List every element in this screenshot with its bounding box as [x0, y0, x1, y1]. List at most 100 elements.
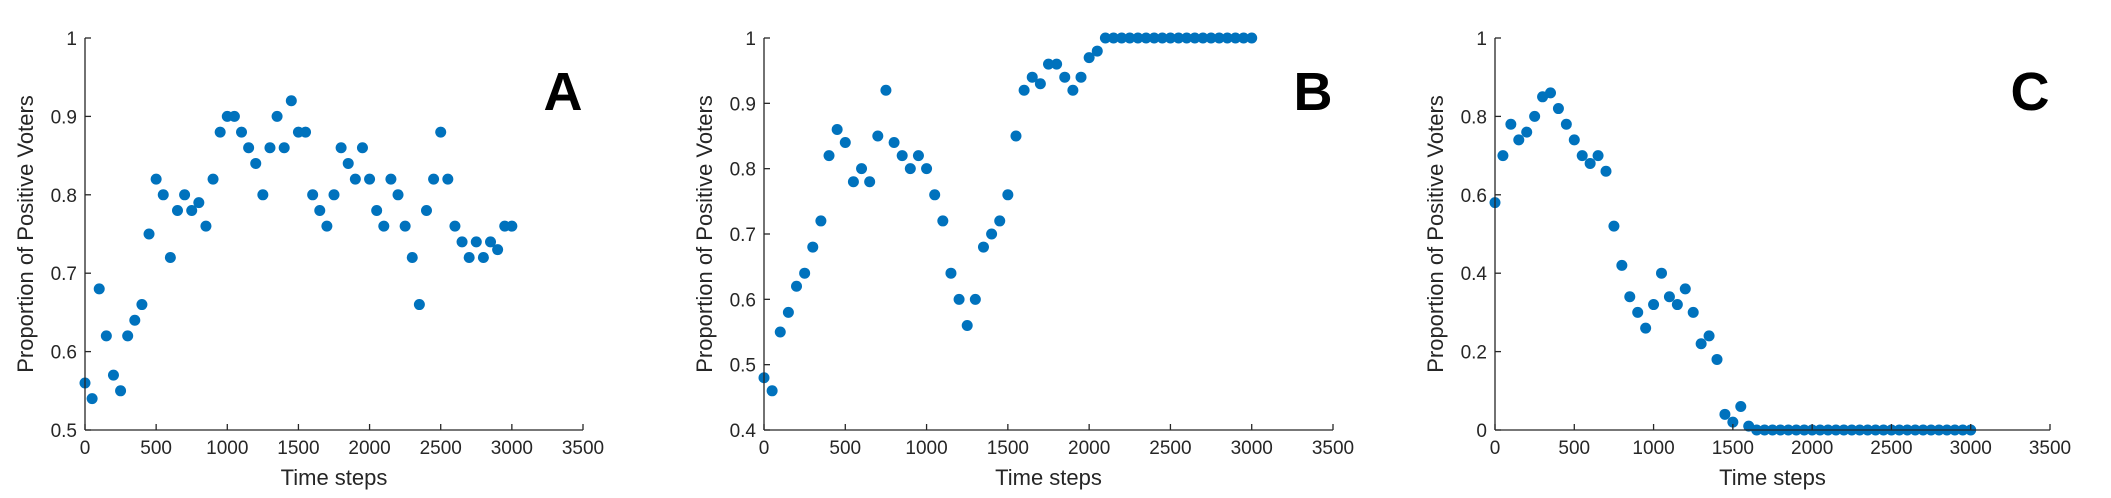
- x-tick-label: 2500: [1149, 438, 1191, 459]
- y-tick-label: 0: [1476, 421, 1487, 442]
- data-point: [1116, 32, 1128, 44]
- panel-letter: B: [1294, 62, 1333, 122]
- data-point: [1246, 32, 1258, 44]
- x-tick-label: 2000: [1791, 438, 1833, 459]
- data-point: [896, 150, 908, 162]
- data-point: [1181, 32, 1193, 44]
- data-point: [1671, 299, 1683, 311]
- y-tick-label: 0.8: [51, 186, 77, 207]
- data-point: [1213, 32, 1225, 44]
- data-point: [1687, 306, 1699, 318]
- data-point: [392, 189, 404, 201]
- data-point: [937, 215, 949, 227]
- data-point: [977, 241, 989, 253]
- data-point: [1735, 400, 1747, 412]
- data-point: [264, 142, 276, 154]
- data-point: [1156, 32, 1168, 44]
- data-point: [1197, 32, 1209, 44]
- x-tick-label: 1500: [277, 438, 319, 459]
- data-point: [921, 163, 933, 175]
- data-point: [1727, 416, 1739, 428]
- data-point: [1018, 84, 1030, 96]
- data-point: [150, 173, 162, 185]
- data-point: [364, 173, 376, 185]
- data-point: [1221, 32, 1233, 44]
- data-point: [1238, 32, 1250, 44]
- data-point: [463, 252, 475, 264]
- x-tick-label: 500: [1558, 438, 1590, 459]
- x-tick-label: 0: [759, 438, 770, 459]
- data-point: [485, 236, 497, 248]
- y-tick-label: 0.6: [1461, 186, 1487, 207]
- data-point: [371, 204, 383, 216]
- data-point: [420, 204, 432, 216]
- data-point: [1091, 45, 1103, 57]
- data-point: [1189, 32, 1201, 44]
- data-point: [1545, 87, 1556, 99]
- y-tick-label: 0.2: [1461, 343, 1487, 364]
- data-point: [880, 84, 892, 96]
- data-point: [799, 267, 811, 279]
- panel: 0 500 1000 1500 2000 2500 3000 3500 0.5 0.6 0.7 0.8…: [13, 29, 604, 490]
- data-point: [1148, 32, 1160, 44]
- y-tick-label: 0.7: [730, 225, 756, 246]
- data-point: [1608, 220, 1620, 232]
- data-point: [335, 142, 347, 154]
- x-tick-label: 3500: [1312, 438, 1354, 459]
- data-point: [1067, 84, 1079, 96]
- data-point: [171, 204, 183, 216]
- data-point: [1616, 259, 1628, 271]
- data-point: [1656, 267, 1667, 279]
- data-point: [1703, 330, 1715, 342]
- y-tick-label: 1: [745, 29, 756, 50]
- x-tick-label: 2000: [1068, 438, 1110, 459]
- data-point: [93, 283, 105, 295]
- data-point: [1059, 71, 1071, 83]
- y-tick-label: 0.6: [730, 290, 756, 311]
- data-point: [477, 252, 489, 264]
- x-tick-label: 2500: [1870, 438, 1912, 459]
- data-point: [1576, 150, 1588, 162]
- x-axis-label: Time steps: [995, 465, 1102, 490]
- data-point: [1624, 291, 1636, 303]
- data-point: [428, 173, 440, 185]
- data-point: [1010, 130, 1022, 142]
- data-point: [1584, 157, 1596, 169]
- data-point: [1075, 71, 1087, 83]
- data-point: [766, 385, 778, 397]
- data-point: [856, 163, 868, 175]
- data-point: [1140, 32, 1152, 44]
- panel: 0 500 1000 1500 2000 2500 3000 3500 0.4 0.5 0.6 0.7…: [692, 29, 1354, 490]
- data-point: [435, 126, 447, 138]
- data-point: [107, 369, 119, 381]
- data-point: [243, 142, 255, 154]
- data-point: [143, 228, 155, 240]
- data-point: [1043, 58, 1054, 70]
- data-point: [356, 142, 368, 154]
- x-tick-label: 0: [80, 438, 91, 459]
- data-point: [86, 393, 98, 405]
- data-point: [1513, 134, 1525, 146]
- data-point: [136, 299, 148, 311]
- panel-letter: A: [544, 62, 583, 122]
- data-point: [1632, 306, 1644, 318]
- data-point: [831, 123, 843, 135]
- y-tick-label: 0.8: [730, 160, 756, 181]
- data-point: [823, 150, 835, 162]
- data-point: [961, 319, 973, 331]
- data-point: [378, 220, 390, 232]
- data-point: [449, 220, 461, 232]
- data-point: [1521, 126, 1533, 138]
- x-tick-label: 1500: [1712, 438, 1754, 459]
- data-point: [250, 157, 262, 169]
- data-point: [839, 137, 851, 149]
- data-point: [285, 95, 297, 107]
- data-point: [1205, 32, 1217, 44]
- x-tick-label: 1000: [206, 438, 248, 459]
- data-point: [456, 236, 468, 248]
- data-point: [300, 126, 312, 138]
- data-point: [1568, 134, 1580, 146]
- data-point: [1124, 32, 1136, 44]
- data-point: [122, 330, 134, 342]
- data-point: [888, 137, 900, 149]
